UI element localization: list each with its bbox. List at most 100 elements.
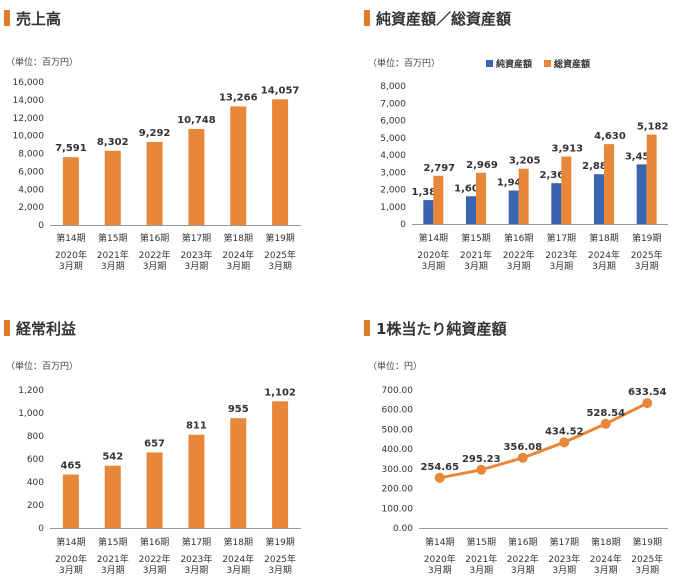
data-label: 2,797 — [424, 163, 456, 174]
y-tick-label: 2,000 — [380, 186, 406, 196]
x-subtick-label: 2020年 3月期 — [424, 553, 456, 576]
y-tick-label: 14,000 — [13, 96, 45, 106]
data-label: 1,387 — [412, 187, 444, 198]
data-label: 465 — [60, 461, 81, 472]
bar-mark — [146, 141, 163, 225]
bar-mark — [146, 452, 163, 528]
x-subtick-line: 2025年 — [631, 553, 663, 565]
x-subtick-line: 2024年 — [222, 249, 254, 261]
title-marker — [4, 10, 10, 26]
chart-title: 売上高 — [16, 9, 62, 28]
x-tick-label: 第16期 — [140, 536, 169, 548]
data-point — [476, 464, 487, 475]
y-tick-label: 600.00 — [382, 406, 414, 416]
bar-mark — [188, 128, 205, 225]
data-label: 955 — [228, 404, 249, 415]
data-label: 657 — [144, 438, 165, 449]
x-tick-label: 第14期 — [419, 232, 448, 244]
data-label: 8,302 — [97, 137, 129, 148]
x-subtick-label: 2022年 3月期 — [507, 553, 539, 576]
x-subtick-line: 2025年 — [631, 249, 663, 261]
chart-title-row: 売上高 — [4, 7, 61, 29]
x-subtick-label: 2022年 3月期 — [139, 249, 171, 272]
y-tick-label: 1,000 — [380, 203, 406, 213]
x-subtick-line: 3月期 — [552, 565, 576, 576]
data-label: 633.54 — [628, 387, 667, 398]
chart-title: 経常利益 — [16, 319, 77, 338]
x-tick-label: 第19期 — [265, 536, 294, 548]
x-subtick-line: 3月期 — [549, 261, 573, 272]
data-label: 1,608 — [454, 183, 486, 194]
chart-title-row: 経常利益 — [4, 317, 76, 339]
y-tick-label: 4,000 — [380, 151, 406, 161]
x-subtick-line: 2020年 — [417, 249, 449, 261]
y-tick-label: 400 — [27, 478, 44, 488]
x-tick-label: 第17期 — [550, 536, 579, 548]
bar-mark — [551, 183, 562, 224]
x-subtick-line: 2020年 — [424, 553, 456, 565]
y-tick-label: 6,000 — [380, 117, 406, 127]
y-tick-label: 0 — [38, 221, 44, 231]
x-subtick-line: 2023年 — [548, 553, 580, 565]
y-tick-label: 200.00 — [382, 485, 414, 495]
x-subtick-line: 2022年 — [503, 249, 535, 261]
chart-panel-bps: 1株当たり純資産額 （単位：円） 0.00 100.00 200.00 300.00 4… — [362, 310, 682, 587]
legend-label: 総資産額 — [554, 60, 591, 70]
x-tick-label: 第18期 — [224, 232, 253, 244]
x-subtick-line: 3月期 — [421, 261, 445, 272]
data-point — [434, 472, 445, 483]
x-subtick-line: 2024年 — [590, 553, 622, 565]
data-label: 3,913 — [552, 144, 584, 155]
unit-label: （単位：百万円） — [6, 58, 79, 68]
bar-mark — [104, 465, 121, 528]
chart-legend: 純資産額 総資産額 — [486, 57, 602, 70]
x-subtick-label: 2024年 3月期 — [590, 553, 622, 576]
y-tick-label: 5,000 — [380, 134, 406, 144]
chart-title-row: 純資産額／総資産額 — [364, 7, 511, 29]
x-subtick-line: 3月期 — [635, 565, 659, 576]
x-tick-label: 第19期 — [633, 536, 662, 548]
data-point — [600, 418, 611, 429]
chart-title: 純資産額／総資産額 — [376, 9, 512, 28]
x-tick-label: 第15期 — [98, 536, 127, 548]
x-subtick-line: 3月期 — [59, 565, 83, 576]
data-point — [517, 452, 528, 463]
data-label: 14,057 — [261, 85, 300, 96]
data-label: 528.54 — [586, 408, 625, 419]
x-subtick-line: 2021年 — [97, 249, 129, 261]
x-subtick-line: 3月期 — [268, 261, 292, 272]
x-tick-label: 第14期 — [425, 536, 454, 548]
x-subtick-line: 3月期 — [226, 565, 250, 576]
data-label: 254.65 — [420, 462, 459, 473]
y-tick-label: 800 — [27, 432, 44, 442]
data-point — [642, 398, 653, 409]
x-subtick-line: 2022年 — [139, 249, 171, 261]
bar-chart-sales: 0 2,000 4,000 6,000 8,000 10,000 12,000 14,000 1… — [13, 78, 301, 272]
data-label: 9,292 — [139, 128, 171, 139]
x-subtick-line: 3月期 — [594, 565, 618, 576]
y-tick-label: 8,000 — [18, 150, 44, 160]
y-tick-label: 500.00 — [382, 425, 414, 435]
y-tick-label: 1,000 — [18, 409, 44, 419]
legend-label: 純資産額 — [496, 60, 533, 70]
data-label: 434.52 — [545, 426, 584, 437]
x-subtick-line: 2023年 — [545, 249, 577, 261]
x-tick-label: 第18期 — [591, 536, 620, 548]
chart-panel-assets: 純資産額／総資産額 （単位：百万円） 純資産額 総資産額 0 1,000 2,000… — [362, 0, 682, 293]
x-subtick-label: 2024年 3月期 — [588, 249, 620, 272]
bar-chart-assets: 0 1,000 2,000 3,000 4,000 5,000 6,000 7,000 8,00… — [380, 82, 668, 272]
x-subtick-line: 2025年 — [264, 553, 296, 565]
chart-title: 1株当たり純資産額 — [376, 319, 507, 338]
x-subtick-line: 3月期 — [185, 261, 209, 272]
y-tick-label: 0.00 — [393, 524, 413, 534]
y-tick-label: 0 — [400, 220, 406, 230]
x-subtick-label: 2021年 3月期 — [465, 553, 497, 576]
bar-mark — [433, 175, 444, 224]
x-subtick-line: 2022年 — [507, 553, 539, 565]
x-subtick-line: 2020年 — [55, 553, 87, 565]
x-subtick-line: 3月期 — [635, 261, 659, 272]
x-subtick-line: 2023年 — [180, 249, 212, 261]
bar-mark — [466, 196, 476, 224]
x-subtick-label: 2025年 3月期 — [631, 553, 663, 576]
